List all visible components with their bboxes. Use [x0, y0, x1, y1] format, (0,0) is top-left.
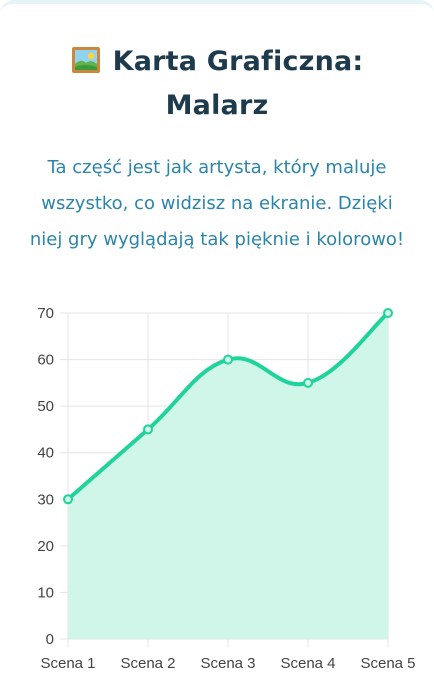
- page-title: Karta Graficzna: Malarz: [20, 40, 414, 128]
- x-tick-label: Scena 4: [280, 655, 335, 672]
- area-fill: [68, 313, 388, 639]
- x-tick-label: Scena 5: [360, 655, 415, 672]
- data-point: [303, 377, 313, 388]
- y-tick-label: 50: [37, 398, 54, 415]
- y-tick-label: 40: [37, 445, 54, 462]
- framed-picture-icon: [71, 47, 100, 73]
- y-tick-label: 60: [37, 352, 54, 369]
- x-tick-label: Scena 2: [120, 655, 175, 672]
- data-point: [143, 424, 153, 435]
- x-tick-label: Scena 3: [200, 655, 255, 672]
- title-text: Karta Graficzna: Malarz: [112, 46, 364, 121]
- y-tick-label: 20: [37, 538, 54, 555]
- y-tick-label: 70: [37, 305, 54, 322]
- y-tick-label: 30: [37, 491, 54, 508]
- description-text: Ta część jest jak artysta, który maluje …: [29, 157, 405, 250]
- data-point: [223, 354, 233, 365]
- x-tick-label: Scena 1: [40, 655, 95, 672]
- y-tick-label: 0: [46, 631, 54, 648]
- data-point: [383, 308, 393, 318]
- y-tick-label: 10: [37, 584, 54, 601]
- area-chart: 0 10 20 30 40 50 60 70 Scena 1 Scena 2 Scena 3 Scen…: [37, 305, 415, 672]
- data-point: [63, 494, 73, 505]
